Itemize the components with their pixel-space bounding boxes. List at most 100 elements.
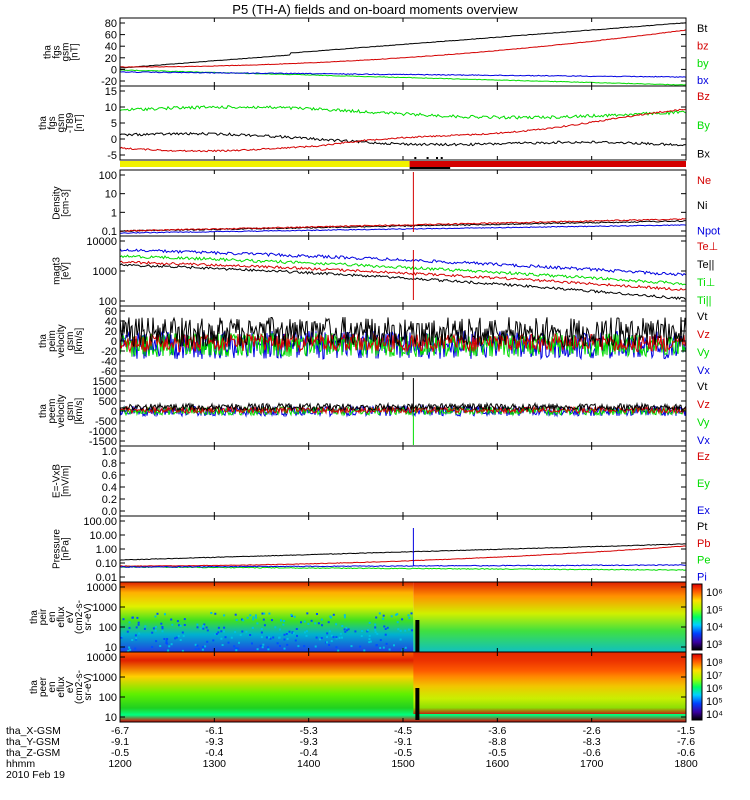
y-tick-label: 0.0 — [102, 506, 117, 518]
ion-spectrogram-speckle — [382, 617, 385, 620]
ion-data-gap — [415, 620, 420, 652]
ion-spectrogram-speckle — [314, 645, 317, 648]
ion-spectrogram-speckle — [305, 630, 308, 633]
y-tick-label: 0.8 — [102, 458, 117, 470]
ion-spectrogram-speckle — [327, 621, 330, 624]
ion-spectrogram-speckle — [307, 622, 310, 625]
ion-spectrogram-speckle — [155, 640, 158, 643]
ion-spectrogram-speckle — [255, 616, 257, 619]
y-tick-label: -500 — [95, 416, 117, 428]
vz-el-line — [119, 405, 687, 415]
ion-spectrogram-speckle — [120, 636, 123, 639]
bz-line — [120, 29, 686, 68]
ion-spectrogram-speckle — [167, 649, 170, 652]
ion-spectrogram-speckle — [214, 612, 217, 615]
ion-spectrogram-speckle — [328, 644, 331, 646]
y-axis-label: gsm — [56, 114, 67, 133]
ion-spectrogram-speckle — [369, 640, 372, 643]
vy-ion-line — [119, 332, 687, 358]
ion-spectrogram-speckle — [179, 639, 182, 641]
legend-label: bx — [697, 75, 709, 87]
ion-spectrogram-speckle — [256, 622, 259, 625]
ion-spectrogram-speckle — [265, 636, 268, 639]
ion-spectrogram-speckle — [341, 636, 343, 639]
vt-ion-line — [119, 316, 687, 348]
ion-spectrogram-speckle — [283, 647, 286, 650]
y-axis-label: tha — [38, 334, 49, 348]
y-axis-label: -T89 — [65, 112, 76, 133]
ion-spectrogram-speckle — [175, 636, 178, 639]
y-tick-label: 10000 — [86, 652, 117, 664]
ephemeris-label: tha_Y-GSM — [6, 736, 60, 748]
y-tick-label: -20 — [101, 76, 117, 88]
legend-label: Pt — [697, 521, 707, 533]
y-tick-label: 100.00 — [83, 516, 117, 528]
legend-label: Vz — [697, 329, 710, 341]
ion-spectrogram-speckle — [242, 619, 245, 622]
legend-label: Vy — [697, 417, 710, 429]
ion-spectrogram-speckle — [197, 647, 200, 650]
ion-spectrogram-speckle — [134, 647, 137, 650]
ion-spectrogram-speckle — [314, 622, 317, 625]
ephemeris-value: -0.6 — [583, 747, 601, 759]
ion-spectrogram-speckle — [361, 630, 364, 632]
ion-spectrogram-speckle — [404, 646, 407, 649]
colorbar-label: 10⁴ — [706, 709, 723, 721]
y-axis-label: [km/s] — [74, 397, 85, 424]
ion-spectrogram-speckle — [319, 638, 321, 641]
ion-spectrogram-speckle — [135, 638, 138, 641]
legend-label: Pb — [697, 538, 710, 550]
y-axis-label: peem — [47, 398, 58, 423]
y-axis-label: gsm — [65, 332, 76, 351]
ion-spectrogram-right — [413, 582, 686, 652]
ion-spectrogram-speckle — [204, 645, 207, 648]
y-tick-label: 40 — [105, 41, 117, 53]
y-axis-label: [nT] — [70, 43, 81, 60]
ion-spectrogram-speckle — [410, 612, 413, 615]
ion-spectrogram-speckle — [205, 626, 208, 629]
ion-spectrogram-speckle — [268, 612, 271, 615]
ion-spectrogram-speckle — [212, 639, 215, 642]
ion-spectrogram-speckle — [344, 630, 347, 633]
ion-spectrogram-speckle — [368, 638, 371, 641]
ion-spectrogram-speckle — [282, 623, 285, 626]
ion-spectrogram-left — [120, 582, 414, 652]
ion-spectrogram-speckle — [363, 649, 366, 652]
ion-spectrogram-speckle — [328, 630, 331, 633]
ion-spectrogram-speckle — [161, 630, 164, 633]
ion-spectrogram-speckle — [320, 618, 323, 621]
pi-line — [120, 564, 686, 568]
ion-spectrogram-speckle — [183, 618, 186, 621]
y-tick-label: 1000 — [93, 602, 117, 614]
ion-spectrogram-speckle — [366, 630, 369, 633]
colorbar — [691, 653, 703, 721]
ion-spectrogram-speckle — [196, 644, 199, 647]
legend-label: Te⊥ — [697, 241, 718, 253]
ephemeris-value: -6.7 — [111, 725, 129, 737]
ion-spectrogram-speckle — [166, 638, 169, 640]
ion-spectrogram-speckle — [202, 626, 205, 629]
ion-spectrogram-speckle — [266, 646, 269, 649]
y-tick-label: -1000 — [89, 426, 117, 438]
ion-spectrogram-speckle — [259, 644, 262, 647]
status-mark — [436, 157, 439, 159]
ion-spectrogram-speckle — [359, 645, 362, 648]
date-label: 2010 Feb 19 — [6, 769, 65, 781]
ion-spectrogram-speckle — [335, 636, 338, 639]
ion-spectrogram-speckle — [276, 642, 279, 645]
legend-label: Vz — [697, 399, 710, 411]
ion-spectrogram-speckle — [367, 629, 369, 632]
ion-spectrogram-speckle — [136, 616, 139, 619]
ion-spectrogram-speckle — [245, 630, 248, 633]
colorbar-label: 10⁶ — [706, 587, 723, 599]
ion-spectrogram-speckle — [272, 636, 275, 639]
vt-el-line — [119, 401, 687, 413]
ephemeris-value: -7.6 — [677, 736, 695, 748]
ion-spectrogram-speckle — [235, 619, 238, 621]
te-par-black-line — [119, 263, 686, 301]
ion-spectrogram-speckle — [407, 614, 410, 617]
status-bar-yellow — [120, 161, 410, 167]
ion-spectrogram-speckle — [152, 627, 155, 630]
ion-spectrogram-speckle — [170, 618, 173, 621]
